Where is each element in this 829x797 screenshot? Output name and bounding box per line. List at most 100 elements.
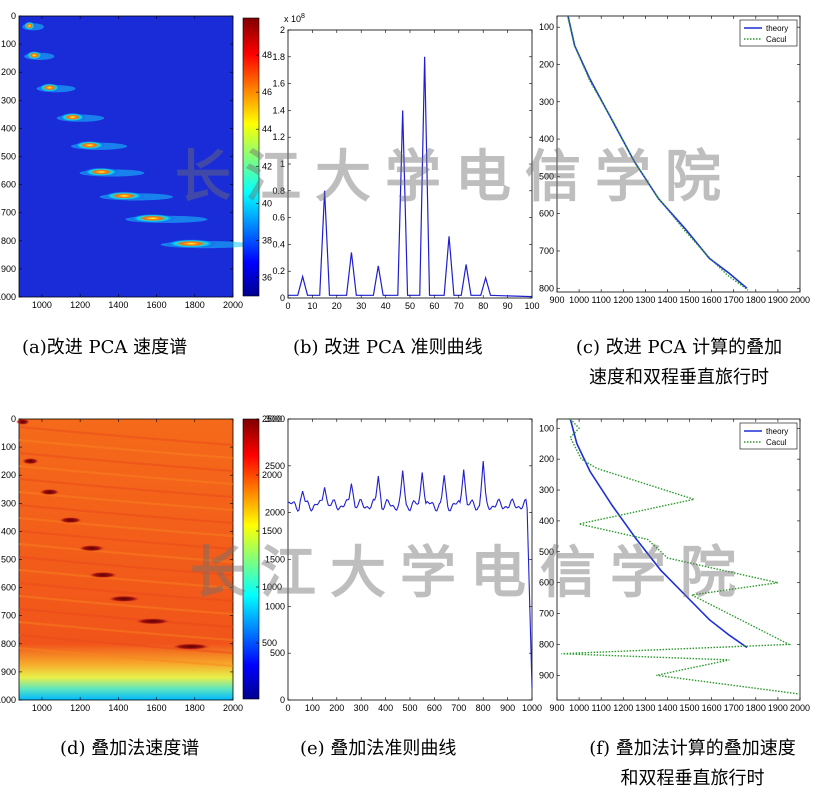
f-x-tick-label: 1000: [569, 703, 589, 713]
c-x-tick-label: 1700: [724, 295, 744, 305]
panel-a-hot-spot: [165, 239, 217, 249]
a-y-tick-label: 0: [11, 11, 16, 21]
panel-b-axes: 0 10 20 30 40 50 60 70 80 90 100 0 0.2 0.4 0.6 0.8 1 1.2 1…: [272, 25, 539, 311]
b-x-tick-label: 10: [307, 301, 317, 311]
panel-f-velocity-time: 900 1000 1100 1200 1300 1400 1500 1600 1700 1800 1…: [539, 418, 810, 713]
d-y-tick-label: 200: [1, 470, 16, 480]
c-y-tick-label: 500: [539, 171, 554, 181]
watermark-top: 长江大学电信学院: [175, 145, 735, 210]
panel-d-streak: [18, 620, 234, 642]
e-y-tick-label: 2500: [265, 461, 285, 471]
panel-e-plot-area: [287, 418, 533, 701]
a-colorbar-tick-label: 44: [262, 124, 272, 134]
panel-e-stack-criterion-curve: 0 100 200 300 400 500 600 700 800 900 1000 0 500 1000…: [265, 414, 542, 713]
b-x-tick-label: 60: [429, 301, 439, 311]
d-y-tick-label: 700: [1, 611, 16, 621]
a-x-tick-label: 1000: [32, 300, 52, 310]
b-y-tick-label: 1.8: [272, 52, 285, 62]
panel-d-dark-spot: [107, 595, 141, 603]
panel-d-streak: [18, 607, 234, 629]
panel-a-heatmap-background: [18, 15, 234, 298]
f-x-tick-label: 1200: [613, 703, 633, 713]
c-series-cacul: [566, 15, 749, 291]
f-x-tick-label: 1300: [635, 703, 655, 713]
d-colorbar-tick-label: 1500: [262, 526, 282, 536]
f-y-tick-label: 700: [539, 609, 554, 619]
panel-e-axes: 0 100 200 300 400 500 600 700 800 900 1000 0 500 1000…: [265, 414, 542, 713]
c-x-tick-label: 1400: [657, 295, 677, 305]
b-x-tick-label: 30: [356, 301, 366, 311]
panel-d-streak: [18, 503, 234, 525]
panel-a-hot-spot: [129, 213, 176, 223]
a-colorbar-tick-label: 42: [262, 161, 272, 171]
panel-d-dark-spot: [171, 643, 211, 650]
e-x-tick-label: 500: [402, 703, 417, 713]
panel-d-streak: [18, 529, 234, 551]
caption-c-line2: 速度和双程垂直旅行时: [589, 367, 769, 388]
d-y-tick-label: 900: [1, 667, 16, 677]
b-x-tick-label: 0: [285, 301, 290, 311]
d-colorbar-tick-label: 2000: [262, 470, 282, 480]
e-x-tick-label: 400: [378, 703, 393, 713]
panel-d-dark-spot: [15, 418, 30, 426]
panel-d-streak: [18, 516, 234, 538]
a-y-tick-label: 400: [1, 123, 16, 133]
panel-d-streak: [18, 438, 234, 460]
d-y-tick-label: 600: [1, 583, 16, 593]
a-y-tick-label: 800: [1, 236, 16, 246]
f-x-tick-label: 1600: [702, 703, 722, 713]
f-x-tick-label: 1800: [746, 703, 766, 713]
b-y-tick-label: 1.4: [272, 105, 285, 115]
panel-a-hot-spot: [23, 21, 36, 31]
panel-c-plot-area: [556, 15, 801, 293]
caption-a: (a)改进 PCA 速度谱: [22, 337, 188, 358]
panel-d-streak: [18, 555, 234, 577]
d-x-tick-label: 1200: [70, 703, 90, 713]
f-x-tick-label: 1500: [680, 703, 700, 713]
panel-d-streak: [18, 594, 234, 616]
d-colorbar-tick-label: 500: [262, 638, 277, 648]
panel-d-dark-spot: [39, 488, 60, 496]
c-x-tick-label: 1000: [569, 295, 589, 305]
panel-b-criterion-curve: x 108 0 10 20 30 40 50 60 70 80 90 100 0 0.2 0.4 0.6 0.…: [272, 13, 539, 311]
panel-d-streak: [18, 464, 234, 486]
a-colorbar-tick-label: 40: [262, 198, 272, 208]
b-y-tick-label: 0.8: [272, 186, 285, 196]
d-y-tick-label: 400: [1, 526, 16, 536]
b-y-tick-label: 1.6: [272, 79, 285, 89]
b-y-tick-label: 0.4: [272, 239, 285, 249]
d-x-tick-label: 1000: [32, 703, 52, 713]
panel-c-velocity-time: 900 1000 1100 1200 1300 1400 1500 1600 1700 1800 1…: [539, 15, 810, 305]
c-y-tick-label: 200: [539, 59, 554, 69]
panel-d-streak: [18, 633, 234, 655]
f-legend-label-theory: theory: [766, 427, 788, 436]
panel-a-colorbar: [242, 17, 260, 297]
caption-b: (b) 改进 PCA 准则曲线: [293, 337, 483, 358]
c-x-tick-label: 1300: [635, 295, 655, 305]
panel-d-dark-spot: [21, 457, 40, 465]
a-x-tick-label: 1600: [147, 300, 167, 310]
f-y-tick-label: 300: [539, 485, 554, 495]
a-x-tick-label: 1200: [70, 300, 90, 310]
panel-a-velocity-spectrum: 1000 1200 1400 1600 1800 2000 0 100 200 300 400 500…: [0, 11, 272, 310]
b-y-tick-label: 1.2: [272, 132, 285, 142]
panel-a-hot-spot: [59, 112, 86, 122]
c-x-tick-label: 900: [549, 295, 564, 305]
caption-c: (c) 改进 PCA 计算的叠加 速度和双程垂直旅行时: [548, 335, 810, 391]
c-y-tick-label: 400: [539, 134, 554, 144]
c-y-tick-label: 800: [539, 283, 554, 293]
e-x-tick-label: 600: [427, 703, 442, 713]
b-y-tick-label: 1: [280, 159, 285, 169]
panel-f-axes: 900 1000 1100 1200 1300 1400 1500 1600 1700 1800 1…: [539, 419, 810, 713]
caption-f-line1: (f) 叠加法计算的叠加速度: [589, 738, 796, 759]
d-colorbar-tick-label: 2500: [262, 414, 282, 424]
c-x-tick-label: 1900: [768, 295, 788, 305]
a-x-tick-label: 1800: [185, 300, 205, 310]
a-colorbar-tick-label: 46: [262, 87, 272, 97]
f-legend-box: [739, 422, 798, 450]
b-y-tick-label: 2: [280, 25, 285, 35]
d-y-tick-label: 500: [1, 555, 16, 565]
b-x-tick-label: 100: [524, 301, 539, 311]
a-y-tick-label: 500: [1, 152, 16, 162]
